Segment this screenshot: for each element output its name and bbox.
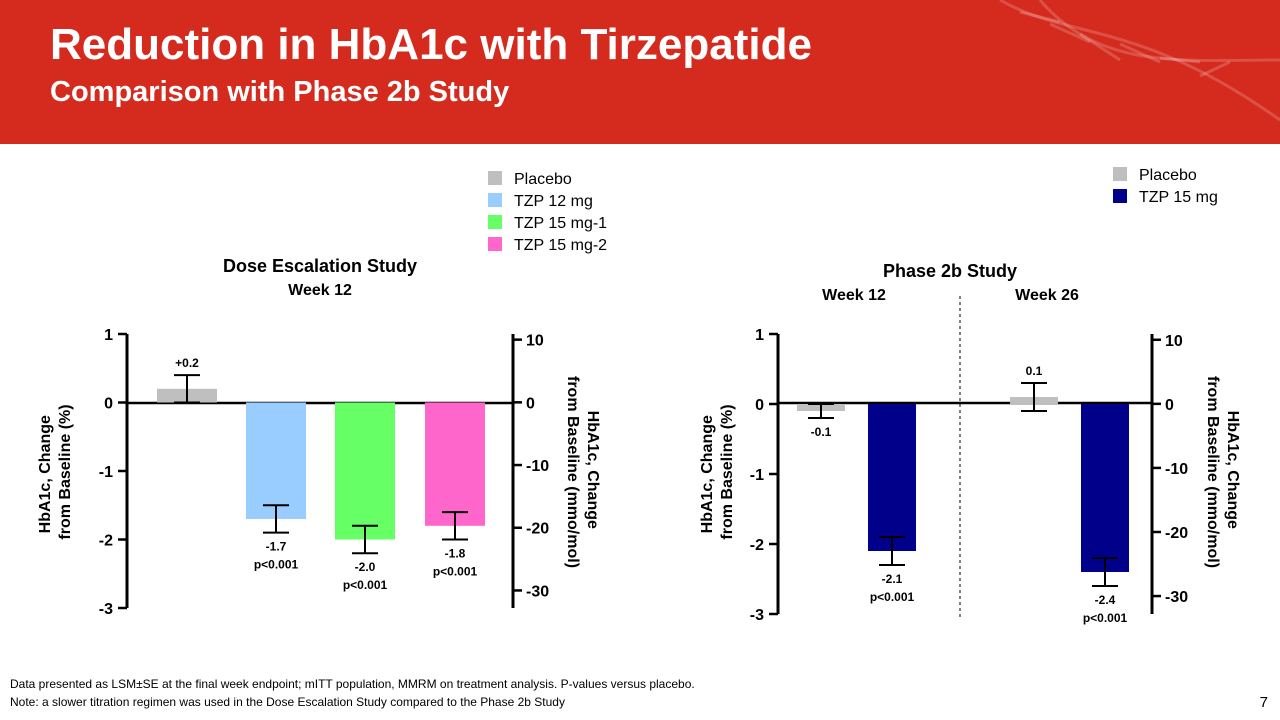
- charts-area: Dose Escalation Study Week 12 Placebo TZP…: [37, 167, 1241, 625]
- data-label: -2.1: [882, 572, 903, 586]
- y2-tick-label: -20: [526, 521, 549, 538]
- y-tick-label: 1: [104, 327, 113, 344]
- phase2b-chart: Phase 2b Study Week 12 Week 26 Placebo TZ…: [699, 167, 1241, 625]
- bar: [1081, 404, 1129, 572]
- y2-tick-label: -30: [1165, 589, 1188, 606]
- chart1-bars: +0.2 -1.7 p<0.001 -2.0 p<0.001 -1.8 p<0.001: [157, 356, 485, 592]
- y-tick-label: 0: [755, 397, 764, 414]
- chart2-legend: Placebo TZP 15 mg: [1113, 167, 1218, 206]
- legend-label: TZP 15 mg-1: [514, 215, 607, 232]
- slide-subtitle: Comparison with Phase 2b Study: [50, 76, 510, 108]
- chart2-bars: -0.1 -2.1 p<0.001 0.1 -2.4 p<0.001: [797, 364, 1129, 625]
- y-tick-label: -1: [99, 464, 113, 481]
- bar: [335, 402, 395, 540]
- legend-label: Placebo: [1139, 167, 1197, 184]
- p-value-label: p<0.001: [1083, 611, 1128, 625]
- chart1-ylabel-line1: HbA1c, Change: [37, 415, 54, 533]
- data-label: -1.8: [445, 547, 466, 561]
- dose-escalation-chart: Dose Escalation Study Week 12 Placebo TZP…: [37, 171, 607, 618]
- chart2-title: Phase 2b Study: [883, 261, 1017, 281]
- y2-tick-label: -10: [1165, 461, 1188, 478]
- y2-tick-label: 10: [1165, 333, 1183, 350]
- chart1-y2label-line1: HbA1c, Change: [584, 411, 601, 529]
- chart2-ylabel-line2: from Baseline (%): [719, 404, 736, 539]
- header-banner: Reduction in HbA1c with Tirzepatide Comp…: [0, 0, 1280, 144]
- data-label: -2.0: [355, 560, 376, 574]
- legend-label: TZP 15 mg: [1139, 189, 1218, 206]
- footnote-data-note: Data presented as LSM±SE at the final we…: [10, 677, 695, 691]
- slide-title: Reduction in HbA1c with Tirzepatide: [50, 20, 812, 69]
- chart1-y2label: HbA1c, Change from Baseline (mmo/mol): [564, 376, 601, 568]
- y-tick-label: 0: [104, 396, 113, 413]
- data-label: -2.4: [1095, 593, 1116, 607]
- y-tick-label: 1: [755, 327, 764, 344]
- bar: [425, 402, 485, 526]
- legend-swatch: [488, 215, 502, 229]
- chart2-y2label-line2: from Baseline (mmo/mol): [1204, 376, 1221, 568]
- y2-tick-label: 0: [1165, 397, 1174, 414]
- bar: [246, 402, 306, 519]
- y2-tick-label: -20: [1165, 525, 1188, 542]
- dna-helix-icon: [999, 0, 1280, 122]
- data-label: +0.2: [175, 356, 199, 370]
- data-label: -0.1: [811, 425, 832, 439]
- page-number: 7: [1259, 694, 1268, 711]
- chart2-ylabel-line1: HbA1c, Change: [699, 415, 716, 533]
- data-label: -1.7: [266, 540, 287, 554]
- chart2-y2label: HbA1c, Change from Baseline (mmo/mol): [1204, 376, 1241, 568]
- y-tick-label: -2: [99, 533, 113, 550]
- bar: [868, 404, 916, 551]
- y2-tick-label: 0: [526, 395, 535, 412]
- chart2-group-week12: Week 12: [822, 287, 886, 304]
- data-label: 0.1: [1026, 364, 1043, 378]
- footnote-titration-note: Note: a slower titration regimen was use…: [10, 695, 565, 709]
- y-tick-label: -1: [750, 467, 764, 484]
- y2-tick-label: 10: [526, 333, 544, 350]
- legend-label: TZP 12 mg: [514, 193, 593, 210]
- legend-swatch: [1113, 167, 1127, 181]
- chart1-y2label-line2: from Baseline (mmo/mol): [564, 376, 581, 568]
- legend-swatch: [488, 171, 502, 185]
- chart1-ylabel: HbA1c, Change from Baseline (%): [37, 404, 74, 539]
- p-value-label: p<0.001: [254, 558, 299, 572]
- p-value-label: p<0.001: [433, 565, 478, 579]
- legend-label: Placebo: [514, 171, 572, 188]
- y-tick-label: -3: [99, 601, 113, 618]
- y2-tick-label: -10: [526, 458, 549, 475]
- p-value-label: p<0.001: [870, 590, 915, 604]
- chart1-title: Dose Escalation Study: [223, 256, 417, 276]
- y-tick-label: -2: [750, 537, 764, 554]
- legend-swatch: [488, 193, 502, 207]
- legend-swatch: [1113, 189, 1127, 203]
- y-tick-label: -3: [750, 607, 764, 624]
- chart2-group-week26: Week 26: [1015, 287, 1079, 304]
- legend-swatch: [488, 237, 502, 251]
- chart1-subtitle: Week 12: [288, 282, 352, 299]
- chart2-y2label-line1: HbA1c, Change: [1224, 411, 1241, 529]
- p-value-label: p<0.001: [343, 578, 388, 592]
- legend-label: TZP 15 mg-2: [514, 237, 607, 254]
- chart2-ylabel: HbA1c, Change from Baseline (%): [699, 404, 736, 539]
- y2-tick-label: -30: [526, 583, 549, 600]
- chart1-ylabel-line2: from Baseline (%): [57, 404, 74, 539]
- chart1-legend: Placebo TZP 12 mg TZP 15 mg-1 TZP 15 mg-2: [488, 171, 607, 254]
